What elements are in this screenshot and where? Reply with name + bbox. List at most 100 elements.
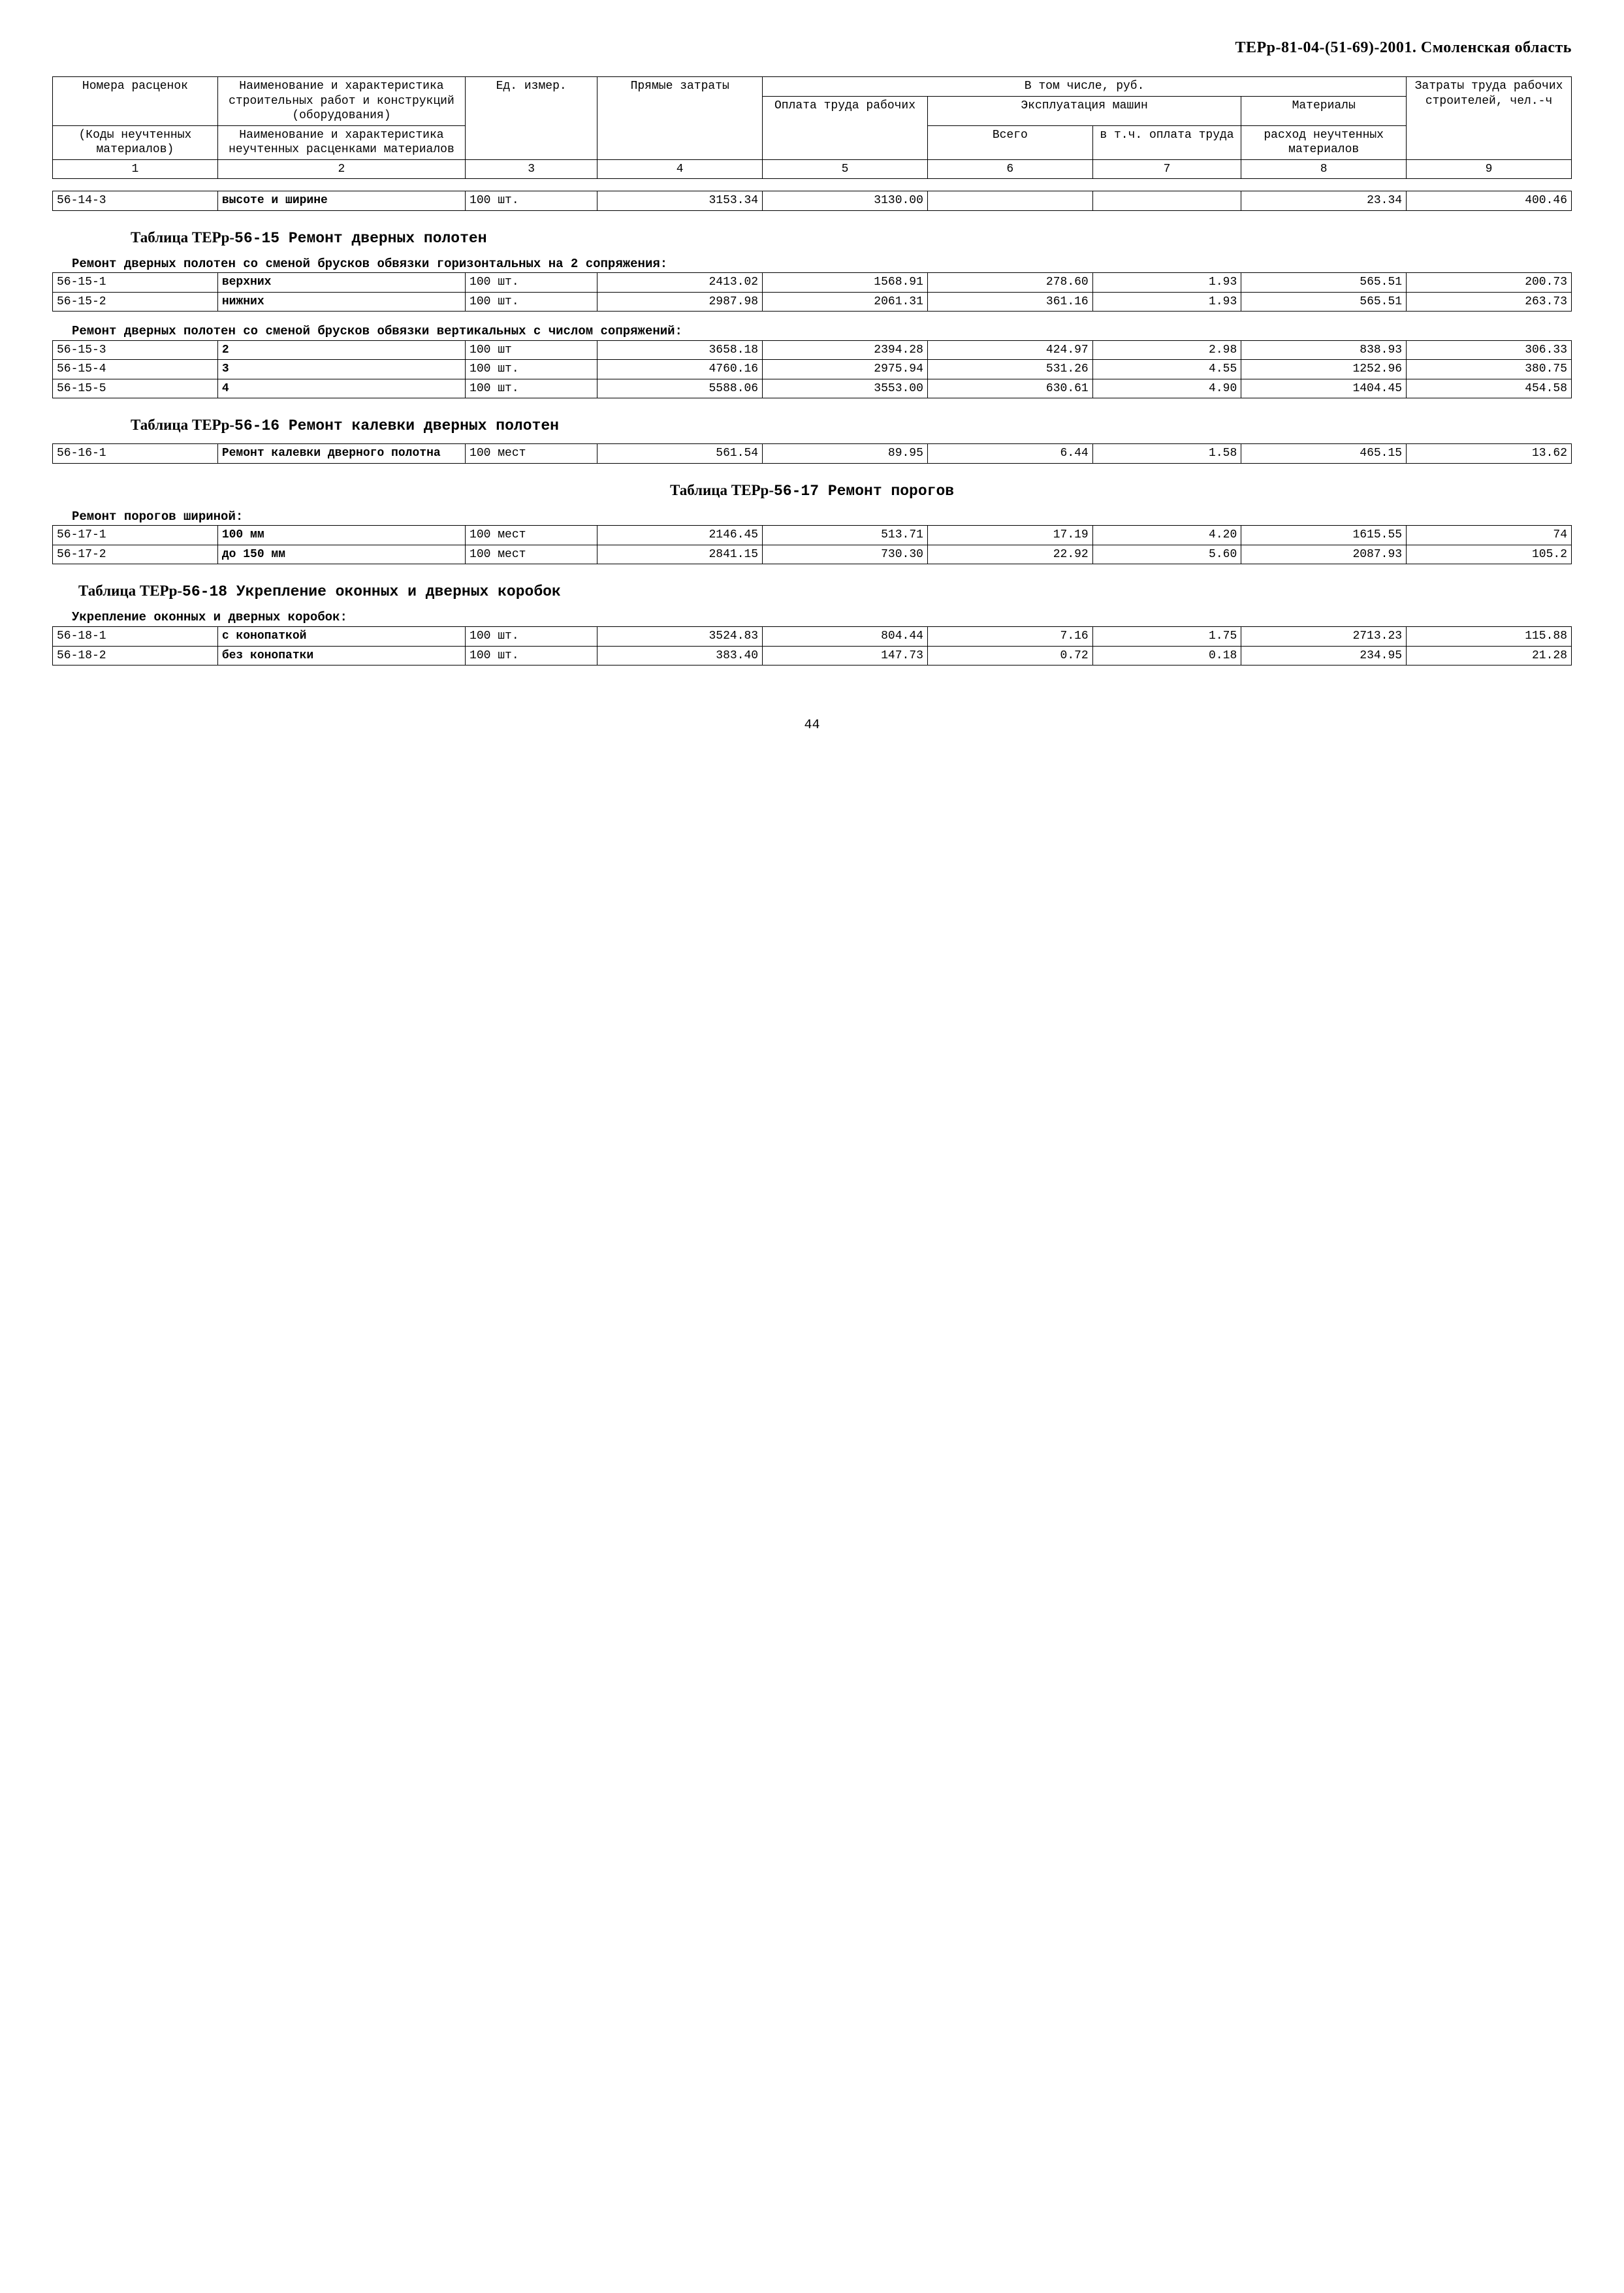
cell: 306.33: [1407, 340, 1572, 360]
cell: 1.93: [1092, 292, 1241, 312]
colnum: 5: [763, 159, 928, 179]
colnum: 7: [1092, 159, 1241, 179]
table-17: 56-17-1100 мм100 мест2146.45513.7117.194…: [52, 525, 1572, 564]
cell: 2713.23: [1241, 627, 1407, 647]
cell: 2987.98: [597, 292, 763, 312]
cell: 361.16: [927, 292, 1092, 312]
cell: 4: [217, 379, 465, 398]
cell: Ремонт калевки дверного полотна: [217, 444, 465, 464]
table-15b: 56-15-32100 шт3658.182394.28424.972.9883…: [52, 340, 1572, 399]
cell: 56-15-5: [53, 379, 218, 398]
colnum: 4: [597, 159, 763, 179]
colnum: 6: [927, 159, 1092, 179]
cell: 4.55: [1092, 360, 1241, 379]
cell: 2394.28: [763, 340, 928, 360]
cell: 838.93: [1241, 340, 1407, 360]
cell: 3153.34: [597, 191, 763, 211]
table-15a: 56-15-1верхних100 шт.2413.021568.91278.6…: [52, 272, 1572, 312]
cell: 2061.31: [763, 292, 928, 312]
cell: 22.92: [927, 545, 1092, 564]
cell: 17.19: [927, 526, 1092, 545]
cell: 100 шт.: [466, 646, 597, 665]
hdr-cell: Материалы: [1241, 96, 1407, 125]
cell: 56-18-2: [53, 646, 218, 665]
cell: 4.20: [1092, 526, 1241, 545]
hdr-cell: Наименование и характеристика строительн…: [217, 77, 465, 126]
title-serif: Таблица ТЕРр-: [131, 417, 234, 433]
caption-18: Укрепление оконных и дверных коробок:: [72, 609, 1572, 626]
cell: 531.26: [927, 360, 1092, 379]
cell: 2087.93: [1241, 545, 1407, 564]
cell: 2413.02: [597, 273, 763, 293]
cell: 100 шт.: [466, 292, 597, 312]
title-mono: 56-15 Ремонт дверных полотен: [234, 230, 486, 247]
cell: с конопаткой: [217, 627, 465, 647]
cell: 100 мм: [217, 526, 465, 545]
cell: 147.73: [763, 646, 928, 665]
hdr-cell: В том числе, руб.: [763, 77, 1407, 97]
cell: 21.28: [1407, 646, 1572, 665]
cell: 100 шт: [466, 340, 597, 360]
colnum: 9: [1407, 159, 1572, 179]
cell: 100 мест: [466, 545, 597, 564]
cell: 89.95: [763, 444, 928, 464]
cell: 1.75: [1092, 627, 1241, 647]
cell: 4760.16: [597, 360, 763, 379]
table-row: 56-15-1верхних100 шт.2413.021568.91278.6…: [53, 273, 1572, 293]
table-row: 56-15-32100 шт3658.182394.28424.972.9883…: [53, 340, 1572, 360]
cell: 56-15-2: [53, 292, 218, 312]
cell: без конопатки: [217, 646, 465, 665]
cell: 2.98: [1092, 340, 1241, 360]
cell: 278.60: [927, 273, 1092, 293]
cell: 0.18: [1092, 646, 1241, 665]
cell: 56-17-1: [53, 526, 218, 545]
title-serif: Таблица ТЕРр-: [670, 482, 774, 498]
title-56-18: Таблица ТЕРр-56-18 Укрепление оконных и …: [78, 583, 1572, 600]
title-56-15: Таблица ТЕРр-56-15 Ремонт дверных полоте…: [131, 229, 1572, 247]
cell: 424.97: [927, 340, 1092, 360]
cell: 2: [217, 340, 465, 360]
title-56-17: Таблица ТЕРр-56-17 Ремонт порогов: [52, 482, 1572, 500]
table-row: 56-15-2нижних100 шт.2987.982061.31361.16…: [53, 292, 1572, 312]
cell: 2841.15: [597, 545, 763, 564]
cell: 0.72: [927, 646, 1092, 665]
cell: 23.34: [1241, 191, 1407, 211]
hdr-cell: в т.ч. оплата труда: [1092, 125, 1241, 159]
table-row: 56-18-1с конопаткой100 шт.3524.83804.447…: [53, 627, 1572, 647]
cell: 74: [1407, 526, 1572, 545]
title-56-16: Таблица ТЕРр-56-16 Ремонт калевки дверны…: [131, 417, 1572, 434]
table-row: 56-15-43100 шт.4760.162975.94531.264.551…: [53, 360, 1572, 379]
cell: 56-15-3: [53, 340, 218, 360]
cell: 6.44: [927, 444, 1092, 464]
cell: 2146.45: [597, 526, 763, 545]
cell: 513.71: [763, 526, 928, 545]
cell: 2975.94: [763, 360, 928, 379]
cell: 565.51: [1241, 273, 1407, 293]
cell: 1568.91: [763, 273, 928, 293]
cell: 7.16: [927, 627, 1092, 647]
cell: 454.58: [1407, 379, 1572, 398]
colnum: 8: [1241, 159, 1407, 179]
cell: 56-14-3: [53, 191, 218, 211]
hdr-cell: Наименование и характеристика неучтенных…: [217, 125, 465, 159]
title-mono: 56-17 Ремонт порогов: [774, 483, 954, 500]
cell: 400.46: [1407, 191, 1572, 211]
cell: 561.54: [597, 444, 763, 464]
cell: нижних: [217, 292, 465, 312]
cell: 56-15-4: [53, 360, 218, 379]
caption-17: Ремонт порогов шириной:: [72, 509, 1572, 526]
table-row: 56-16-1Ремонт калевки дверного полотна10…: [53, 444, 1572, 464]
hdr-cell: расход неучтенных материалов: [1241, 125, 1407, 159]
cell: 3658.18: [597, 340, 763, 360]
hdr-cell: Эксплуатация машин: [927, 96, 1241, 125]
cell: [927, 191, 1092, 211]
table-18: 56-18-1с конопаткой100 шт.3524.83804.447…: [52, 626, 1572, 665]
cell: 630.61: [927, 379, 1092, 398]
cell: 234.95: [1241, 646, 1407, 665]
cell: 3: [217, 360, 465, 379]
cell: 3524.83: [597, 627, 763, 647]
cell: 100 мест: [466, 444, 597, 464]
table-row: 56-17-1100 мм100 мест2146.45513.7117.194…: [53, 526, 1572, 545]
cell: 56-18-1: [53, 627, 218, 647]
table-56-14-3: 56-14-3 высоте и ширине 100 шт. 3153.34 …: [52, 191, 1572, 211]
